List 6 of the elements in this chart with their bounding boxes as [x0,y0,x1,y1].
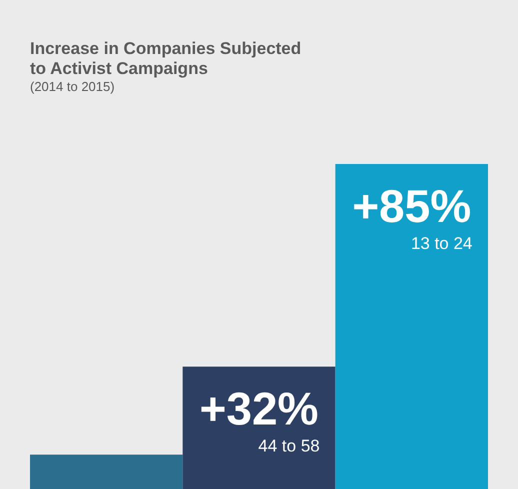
data-label: +32% [200,382,318,435]
chart-subtitle: (2014 to 2015) [30,79,115,94]
data-label: +85% [352,180,472,232]
annotation: 13 to 24 [410,234,472,253]
annotation: 44 to 58 [258,436,320,456]
chart-title: Increase in Companies Subjected to Activist Campaigns [30,39,302,78]
